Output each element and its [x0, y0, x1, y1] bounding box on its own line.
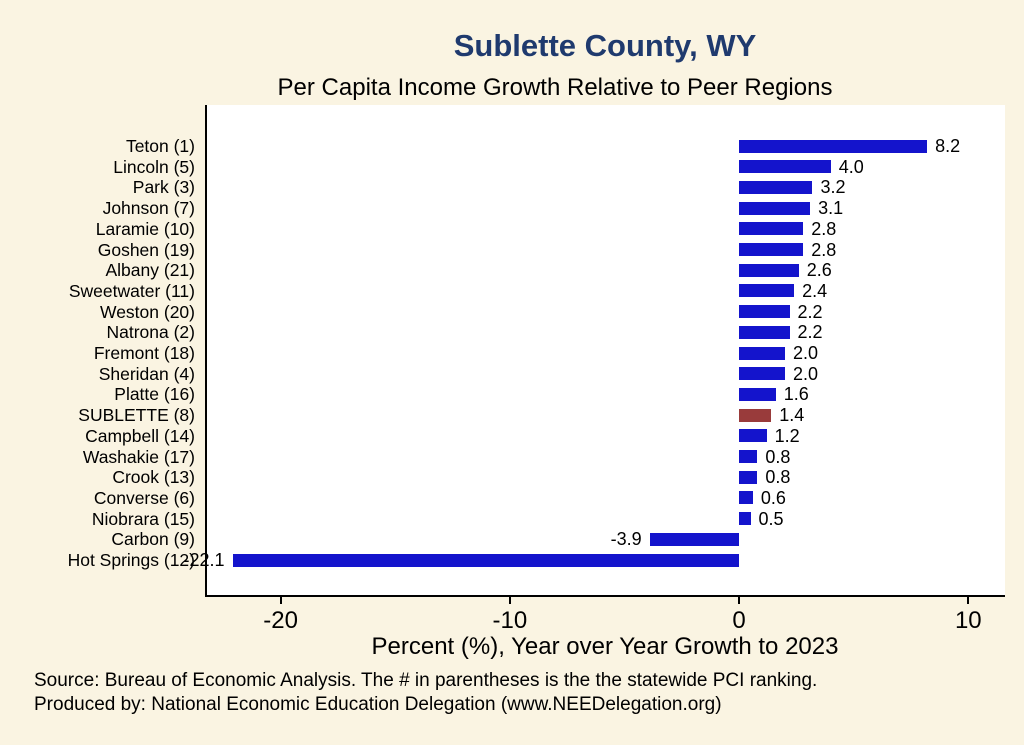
- bar: [739, 450, 758, 463]
- bar: [739, 408, 772, 422]
- bar: [739, 367, 785, 381]
- value-label: 8.2: [935, 136, 961, 156]
- category-label: Teton (1): [125, 136, 195, 156]
- bar: [739, 201, 811, 215]
- value-label: 2.2: [797, 301, 823, 322]
- value-label: -22.1: [183, 550, 225, 570]
- bar: [739, 512, 751, 526]
- category-label: Converse (6): [93, 487, 195, 508]
- category-label: Goshen (19): [97, 239, 195, 260]
- category-label: Sweetwater (11): [68, 280, 195, 301]
- x-tick-label: -10: [492, 607, 528, 634]
- bar: [739, 139, 928, 153]
- value-label: 0.8: [765, 467, 791, 488]
- value-label: 0.8: [765, 446, 791, 467]
- bar: [739, 387, 776, 401]
- bar: [739, 180, 813, 194]
- value-label: 2.8: [811, 239, 837, 260]
- x-axis-line: [205, 595, 1005, 597]
- bar: [739, 429, 767, 443]
- category-label: Sheridan (4): [98, 363, 195, 384]
- category-label: Niobrara (15): [91, 508, 195, 529]
- footer-source: Source: Bureau of Economic Analysis. The…: [34, 670, 818, 691]
- x-tick: [279, 597, 282, 604]
- chart-title: Sublette County, WY: [453, 28, 757, 63]
- bar: [739, 325, 790, 339]
- x-tick: [738, 597, 741, 604]
- x-tick-label: 0: [732, 607, 746, 634]
- value-label: 1.6: [783, 384, 809, 405]
- category-label: Washakie (17): [82, 446, 195, 467]
- category-label: Johnson (7): [102, 198, 195, 219]
- category-label: Carbon (9): [111, 529, 195, 550]
- category-label: Lincoln (5): [113, 156, 195, 177]
- bar: [739, 305, 790, 319]
- plot-area: Teton (1) 8.2 Lincoln (5) 4.0 Park (3) 3.2 Joh…: [68, 105, 1005, 634]
- bar: [739, 284, 795, 298]
- category-label: Laramie (10): [95, 218, 195, 239]
- bar: [739, 491, 753, 505]
- category-label: Fremont (18): [93, 343, 195, 363]
- value-label: 2.2: [797, 322, 823, 343]
- x-tick: [967, 597, 970, 604]
- value-label: 0.6: [760, 487, 786, 508]
- value-label: 2.0: [792, 363, 818, 384]
- category-label: Crook (13): [112, 467, 195, 488]
- x-tick-label: 10: [954, 607, 982, 634]
- bar: [232, 553, 740, 567]
- bar: [739, 243, 804, 256]
- category-label: Platte (16): [114, 384, 195, 405]
- footer-produced: Produced by: National Economic Education…: [34, 694, 722, 715]
- value-label: 1.4: [779, 405, 805, 426]
- bar: [739, 470, 758, 484]
- bar: [739, 222, 804, 236]
- value-label: 4.0: [838, 156, 864, 177]
- category-label: Weston (20): [100, 301, 195, 322]
- value-label: 3.1: [818, 198, 844, 219]
- value-label: 2.0: [792, 343, 818, 363]
- x-tick: [508, 597, 511, 604]
- value-label: 0.5: [758, 508, 784, 529]
- value-label: 3.2: [820, 177, 846, 198]
- category-label: SUBLETTE (8): [78, 405, 195, 426]
- bar: [739, 263, 799, 277]
- value-label: 2.6: [806, 260, 832, 281]
- bar: [739, 160, 831, 174]
- x-tick-label: -20: [263, 607, 298, 634]
- value-label: 2.4: [802, 280, 828, 301]
- chart-subtitle: Per Capita Income Growth Relative to Pee…: [277, 74, 833, 101]
- x-axis-title: Percent (%), Year over Year Growth to 20…: [371, 633, 839, 660]
- category-label: Albany (21): [105, 260, 196, 281]
- bar: [649, 532, 740, 546]
- category-label: Park (3): [132, 177, 195, 198]
- y-axis-line: [205, 105, 207, 597]
- category-label: Campbell (14): [85, 425, 195, 446]
- value-label: 1.2: [774, 425, 800, 446]
- value-label: 2.8: [811, 218, 837, 239]
- category-label: Hot Springs (12): [67, 550, 195, 570]
- value-label: -3.9: [610, 529, 642, 550]
- bar: [739, 346, 785, 360]
- category-label: Natrona (2): [106, 322, 195, 343]
